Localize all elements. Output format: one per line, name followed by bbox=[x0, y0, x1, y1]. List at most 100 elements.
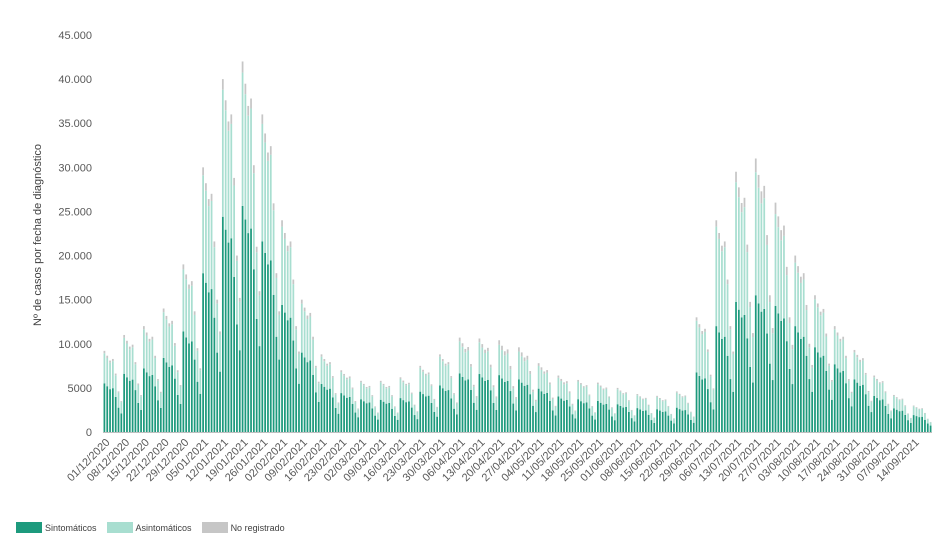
bar-segment-sintom-ticos bbox=[447, 390, 450, 432]
bar-segment-sintom-ticos bbox=[258, 346, 261, 432]
bar-segment-sintom-ticos bbox=[464, 380, 467, 432]
bar-segment-asintom-ticos bbox=[216, 303, 219, 353]
bar-segment-sintom-ticos bbox=[904, 414, 907, 432]
bar-segment-asintom-ticos bbox=[532, 391, 534, 406]
bar-segment-asintom-ticos bbox=[458, 341, 461, 374]
bar-segment-no-registrado bbox=[788, 317, 791, 324]
bar-segment-sintom-ticos bbox=[329, 388, 331, 432]
bar-segment-asintom-ticos bbox=[847, 380, 850, 399]
y-tick-label: 45.000 bbox=[58, 30, 92, 42]
bar-segment-asintom-ticos bbox=[106, 357, 109, 387]
legend-item-asintomaticos[interactable]: Asintomáticos bbox=[106, 522, 192, 533]
bar-segment-sintom-ticos bbox=[737, 309, 740, 432]
bar-segment-sintom-ticos bbox=[912, 415, 915, 432]
bar-segment-sintom-ticos bbox=[179, 403, 182, 432]
bar-segment-sintom-ticos bbox=[918, 417, 921, 432]
bar-segment-asintom-ticos bbox=[613, 413, 616, 421]
legend-item-sintomaticos[interactable]: Sintomáticos bbox=[16, 522, 97, 533]
bar-segment-asintom-ticos bbox=[802, 279, 805, 337]
bar-segment-asintom-ticos bbox=[498, 344, 501, 376]
bar-segment-sintom-ticos bbox=[526, 384, 529, 432]
bar-segment-no-registrado bbox=[675, 391, 678, 393]
bar-segment-no-registrado bbox=[543, 371, 546, 374]
bar-segment-sintom-ticos bbox=[422, 394, 424, 432]
bar-segment-no-registrado bbox=[520, 352, 523, 357]
bar-segment-sintom-ticos bbox=[706, 389, 709, 432]
bar-segment-sintom-ticos bbox=[585, 402, 588, 432]
bar-segment-sintom-ticos bbox=[182, 331, 185, 432]
bar-segment-sintom-ticos bbox=[831, 399, 833, 432]
bar-segment-sintom-ticos bbox=[532, 405, 534, 432]
bar-segment-sintom-ticos bbox=[106, 386, 109, 432]
bar-segment-asintom-ticos bbox=[165, 319, 168, 363]
bar-segment-no-registrado bbox=[664, 399, 667, 401]
bar-segment-no-registrado bbox=[783, 225, 785, 236]
bar-segment-sintom-ticos bbox=[371, 408, 374, 432]
bar-segment-sintom-ticos bbox=[190, 341, 193, 432]
bar-segment-sintom-ticos bbox=[134, 390, 137, 432]
bars-group bbox=[103, 61, 932, 432]
bar-segment-sintom-ticos bbox=[746, 338, 749, 432]
bar-segment-asintom-ticos bbox=[831, 381, 833, 400]
bar-segment-asintom-ticos bbox=[628, 401, 630, 412]
bar-segment-asintom-ticos bbox=[540, 369, 543, 392]
bar-segment-no-registrado bbox=[377, 412, 379, 414]
bar-segment-no-registrado bbox=[346, 377, 348, 380]
bar-segment-no-registrado bbox=[706, 349, 709, 352]
bar-segment-no-registrado bbox=[120, 401, 123, 403]
bar-segment-no-registrado bbox=[839, 338, 842, 342]
bar-segment-asintom-ticos bbox=[475, 397, 478, 410]
bar-segment-asintom-ticos bbox=[616, 389, 619, 405]
bar-segment-asintom-ticos bbox=[503, 355, 506, 382]
bar-segment-sintom-ticos bbox=[735, 301, 737, 432]
bar-segment-asintom-ticos bbox=[193, 314, 196, 360]
bar-segment-no-registrado bbox=[884, 391, 887, 393]
bar-segment-asintom-ticos bbox=[151, 339, 154, 375]
bar-segment-sintom-ticos bbox=[574, 418, 577, 432]
bar-segment-asintom-ticos bbox=[331, 377, 334, 398]
bar-segment-asintom-ticos bbox=[704, 331, 706, 379]
bar-segment-sintom-ticos bbox=[309, 360, 312, 432]
bar-segment-asintom-ticos bbox=[836, 335, 839, 369]
bar-segment-asintom-ticos bbox=[642, 399, 644, 411]
bar-segment-asintom-ticos bbox=[145, 335, 148, 373]
bar-segment-sintom-ticos bbox=[582, 403, 585, 432]
bar-segment-asintom-ticos bbox=[794, 262, 797, 327]
bar-segment-no-registrado bbox=[439, 354, 441, 357]
bar-segment-no-registrado bbox=[408, 382, 410, 385]
bar-segment-sintom-ticos bbox=[481, 377, 484, 432]
bar-segment-sintom-ticos bbox=[887, 413, 890, 432]
bar-segment-asintom-ticos bbox=[560, 381, 563, 399]
bar-segment-sintom-ticos bbox=[754, 295, 757, 432]
bar-segment-sintom-ticos bbox=[788, 368, 791, 432]
bar-segment-no-registrado bbox=[236, 255, 238, 261]
bar-segment-no-registrado bbox=[143, 326, 145, 330]
bar-segment-no-registrado bbox=[895, 397, 898, 399]
bar-segment-asintom-ticos bbox=[602, 389, 605, 405]
bar-segment-asintom-ticos bbox=[690, 412, 692, 420]
bar-segment-asintom-ticos bbox=[179, 386, 182, 404]
bar-segment-no-registrado bbox=[458, 337, 461, 342]
bar-segment-asintom-ticos bbox=[120, 402, 123, 414]
bar-segment-asintom-ticos bbox=[506, 353, 509, 381]
bar-segment-sintom-ticos bbox=[704, 378, 706, 432]
bar-segment-asintom-ticos bbox=[529, 374, 532, 395]
bar-segment-sintom-ticos bbox=[909, 422, 912, 432]
bar-segment-sintom-ticos bbox=[833, 364, 836, 432]
bar-segment-no-registrado bbox=[814, 295, 816, 300]
bar-segment-no-registrado bbox=[247, 105, 250, 116]
bar-segment-asintom-ticos bbox=[766, 244, 768, 334]
bar-segment-no-registrado bbox=[213, 241, 216, 248]
bar-segment-asintom-ticos bbox=[842, 339, 845, 372]
bar-segment-no-registrado bbox=[816, 303, 819, 308]
bar-segment-asintom-ticos bbox=[351, 388, 354, 404]
bar-segment-no-registrado bbox=[190, 281, 193, 286]
bar-segment-sintom-ticos bbox=[109, 389, 111, 432]
legend-item-no-registrado[interactable]: No registrado bbox=[201, 522, 285, 533]
bar-segment-asintom-ticos bbox=[588, 395, 591, 409]
bar-segment-asintom-ticos bbox=[495, 397, 498, 410]
bar-segment-no-registrado bbox=[492, 385, 495, 388]
bar-segment-asintom-ticos bbox=[371, 396, 374, 409]
bar-segment-no-registrado bbox=[752, 333, 754, 338]
bar-segment-sintom-ticos bbox=[255, 318, 258, 432]
